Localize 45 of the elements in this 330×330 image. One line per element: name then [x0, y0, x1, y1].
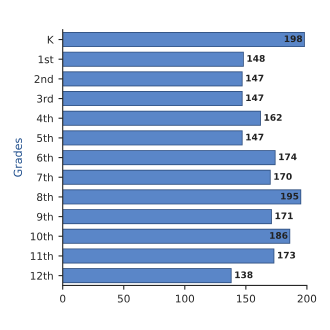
bar [62, 189, 302, 204]
bar [62, 209, 272, 224]
y-tick-label: 4th [36, 114, 53, 122]
y-tick-label: 3rd [37, 94, 53, 103]
bar [62, 268, 232, 284]
bar [62, 130, 243, 146]
y-tick-label: 9th [37, 212, 53, 221]
data-label: 147 [246, 74, 264, 82]
x-tick-label: 100 [176, 294, 194, 303]
data-label: 174 [279, 153, 297, 160]
data-label: 171 [276, 212, 293, 220]
y-tick-label: 7th [37, 173, 53, 182]
bar [62, 71, 243, 86]
x-tick-label: 0 [60, 294, 66, 303]
y-tick-label: 1st [38, 56, 54, 64]
data-label: 173 [278, 252, 296, 259]
y-tick-label: 6th [37, 154, 53, 162]
y-axis-title: Grades [13, 138, 22, 177]
bar [62, 110, 261, 126]
y-tick-label: 10th [30, 232, 53, 240]
bar [62, 228, 290, 244]
bar [62, 150, 276, 166]
data-label: 147 [246, 134, 264, 140]
x-tick-label: 200 [298, 294, 316, 303]
data-label: 147 [246, 94, 264, 102]
y-tick-label: 11th [30, 252, 53, 260]
data-label: 198 [284, 35, 302, 42]
y-tick-label: 5th [37, 134, 53, 142]
x-tick-label: 150 [237, 294, 256, 303]
y-tick-label: 2nd [34, 74, 53, 83]
bar [62, 248, 274, 264]
data-label: 162 [264, 114, 282, 121]
y-tick-label: 12th [30, 272, 53, 280]
data-label: 148 [247, 55, 265, 62]
bar [62, 91, 243, 106]
data-label: 195 [281, 192, 298, 200]
bar [62, 170, 271, 185]
data-label: 138 [235, 271, 253, 278]
data-label: 186 [270, 232, 288, 239]
y-tick-label: 8th [37, 192, 53, 202]
bar [62, 32, 305, 48]
y-tick-label: K [48, 36, 54, 44]
bar [62, 52, 244, 67]
x-tick-label: 50 [118, 294, 130, 303]
data-label: 170 [274, 173, 292, 180]
